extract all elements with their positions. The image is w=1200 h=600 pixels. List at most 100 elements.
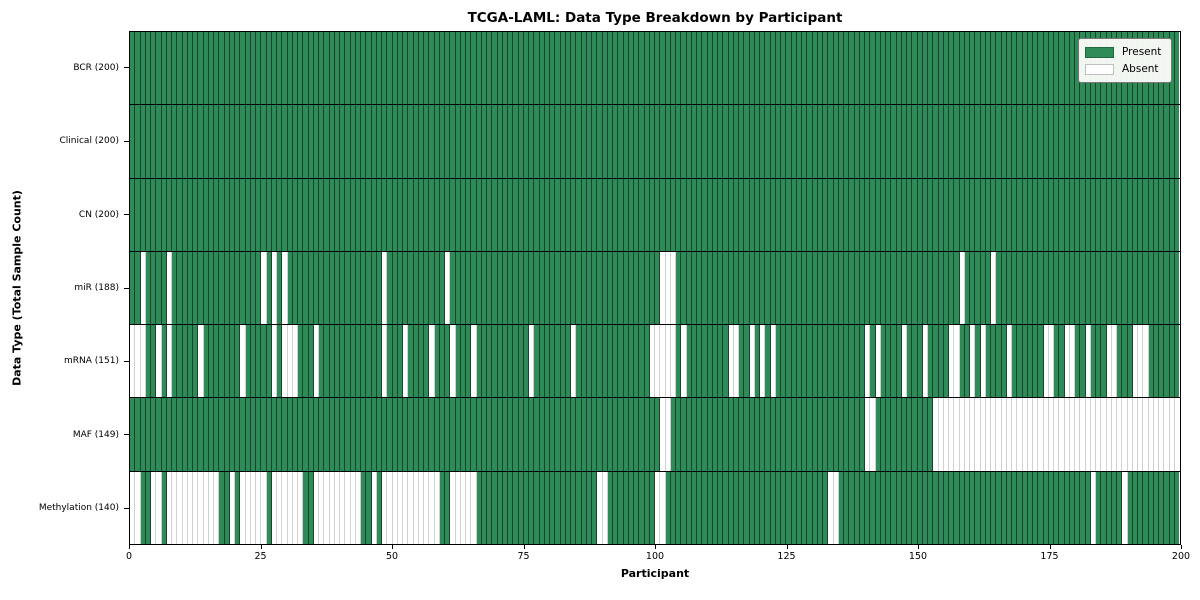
- matrix-cell: [791, 325, 797, 398]
- matrix-cell: [130, 251, 136, 325]
- matrix-cell: [576, 471, 582, 544]
- matrix-cell: [938, 32, 944, 105]
- matrix-cell: [487, 471, 493, 544]
- matrix-cell: [686, 398, 692, 471]
- matrix-cell: [366, 251, 372, 325]
- matrix-cell: [576, 105, 582, 178]
- matrix-cell: [812, 325, 818, 398]
- matrix-cell: [413, 471, 419, 544]
- matrix-cell: [917, 178, 923, 251]
- matrix-cell: [959, 32, 965, 105]
- matrix-cell: [628, 178, 634, 251]
- matrix-cell: [161, 105, 167, 178]
- matrix-cell: [781, 325, 787, 398]
- matrix-cell: [707, 32, 713, 105]
- matrix-cell: [749, 251, 755, 325]
- matrix-cell: [1006, 178, 1012, 251]
- matrix-cell: [481, 32, 487, 105]
- matrix-cell: [891, 398, 897, 471]
- matrix-cell: [655, 178, 661, 251]
- matrix-cell: [760, 178, 766, 251]
- matrix-cell: [130, 398, 136, 471]
- matrix-cell: [933, 325, 939, 398]
- matrix-cell: [1033, 325, 1039, 398]
- matrix-cell: [424, 471, 430, 544]
- matrix-cell: [760, 251, 766, 325]
- matrix-cell: [896, 398, 902, 471]
- matrix-cell: [1153, 398, 1159, 471]
- matrix-cell: [214, 251, 220, 325]
- matrix-cell: [581, 32, 587, 105]
- matrix-cell: [1148, 398, 1154, 471]
- matrix-cell: [639, 32, 645, 105]
- matrix-cell: [1033, 178, 1039, 251]
- matrix-cell: [1022, 325, 1028, 398]
- matrix-cell: [1122, 105, 1128, 178]
- matrix-cell: [445, 32, 451, 105]
- matrix-cell: [623, 398, 629, 471]
- matrix-cell: [329, 105, 335, 178]
- matrix-cell: [145, 471, 151, 544]
- matrix-cell: [555, 398, 561, 471]
- x-tick-mark: [786, 545, 788, 549]
- matrix-cell: [754, 325, 760, 398]
- matrix-cell: [702, 105, 708, 178]
- matrix-cell: [618, 105, 624, 178]
- matrix-cell: [455, 471, 461, 544]
- matrix-cell: [791, 178, 797, 251]
- matrix-cell: [1106, 325, 1112, 398]
- matrix-cell: [529, 251, 535, 325]
- matrix-cell: [886, 105, 892, 178]
- matrix-cell: [287, 32, 293, 105]
- matrix-cell: [576, 32, 582, 105]
- matrix-cell: [1064, 325, 1070, 398]
- matrix-cell: [392, 398, 398, 471]
- matrix-cell: [418, 32, 424, 105]
- matrix-cell: [140, 178, 146, 251]
- matrix-cell: [844, 178, 850, 251]
- matrix-cell: [151, 325, 157, 398]
- matrix-cell: [1148, 471, 1154, 544]
- matrix-cell: [859, 178, 865, 251]
- matrix-cell: [518, 471, 524, 544]
- matrix-cell: [1022, 398, 1028, 471]
- matrix-cell: [1001, 32, 1007, 105]
- matrix-cell: [707, 105, 713, 178]
- matrix-cell: [250, 251, 256, 325]
- matrix-cell: [749, 105, 755, 178]
- matrix-cell: [1006, 325, 1012, 398]
- matrix-cell: [607, 325, 613, 398]
- matrix-cell: [550, 251, 556, 325]
- matrix-cell: [434, 398, 440, 471]
- matrix-cell: [765, 471, 771, 544]
- matrix-cell: [859, 471, 865, 544]
- matrix-cell: [686, 178, 692, 251]
- matrix-cell: [623, 32, 629, 105]
- matrix-cell: [749, 398, 755, 471]
- matrix-cell: [1143, 178, 1149, 251]
- matrix-cell: [560, 105, 566, 178]
- matrix-cell: [875, 251, 881, 325]
- matrix-cell: [639, 251, 645, 325]
- matrix-cell: [628, 471, 634, 544]
- matrix-cell: [208, 105, 214, 178]
- matrix-cell: [938, 471, 944, 544]
- matrix-cell: [324, 471, 330, 544]
- matrix-cell: [796, 32, 802, 105]
- matrix-cell: [303, 398, 309, 471]
- matrix-cell: [770, 105, 776, 178]
- matrix-cell: [156, 32, 162, 105]
- matrix-cell: [670, 178, 676, 251]
- matrix-cell: [1038, 471, 1044, 544]
- matrix-cell: [334, 325, 340, 398]
- matrix-cell: [1001, 251, 1007, 325]
- matrix-cell: [838, 398, 844, 471]
- matrix-cell: [544, 325, 550, 398]
- matrix-cell: [985, 471, 991, 544]
- matrix-cell: [513, 251, 519, 325]
- matrix-cell: [208, 32, 214, 105]
- matrix-cell: [387, 105, 393, 178]
- matrix-cell: [949, 471, 955, 544]
- matrix-cell: [303, 178, 309, 251]
- matrix-cell: [733, 398, 739, 471]
